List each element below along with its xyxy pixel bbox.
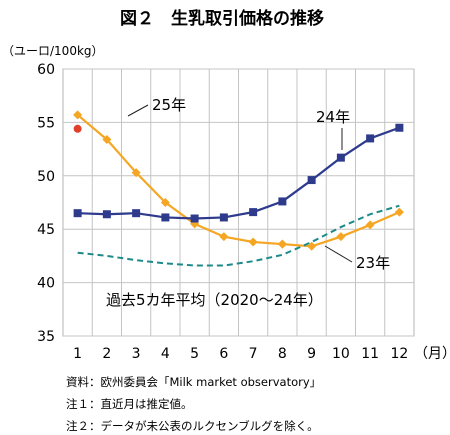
series-2-point — [219, 213, 228, 222]
series-2-point — [307, 176, 316, 185]
x-unit-label: （月） — [414, 346, 450, 362]
series-3-point — [307, 241, 317, 251]
x-tick-label: 9 — [307, 346, 316, 362]
series-0-point — [131, 168, 141, 178]
series-2-point — [366, 134, 375, 143]
annotation-23: 23年 — [356, 254, 390, 272]
annotation-25-leader — [127, 104, 149, 117]
series-2-point — [395, 123, 404, 132]
series-0-point — [102, 134, 112, 144]
series-2-point — [73, 209, 82, 218]
series-2-point — [161, 213, 170, 222]
y-tick-label: 35 — [37, 329, 55, 345]
series-3-point — [277, 239, 287, 249]
series-3-point — [365, 220, 375, 230]
series-2-point — [102, 210, 111, 219]
y-unit-label: （ユーロ/100kg） — [2, 44, 104, 58]
y-tick-label: 55 — [37, 115, 55, 131]
series-lines — [76, 114, 400, 267]
series-3-point — [394, 207, 404, 217]
grid-lines — [62, 68, 415, 337]
note-source: 資料：欧州委員会「Milk market observatory」 — [66, 375, 321, 389]
x-tick-label: 4 — [161, 346, 170, 362]
x-tick-label: 3 — [132, 346, 141, 362]
series-2-point — [249, 208, 258, 217]
annotation-25: 25年 — [152, 96, 186, 114]
series-2-point — [278, 197, 287, 206]
series-0-point — [73, 110, 83, 120]
x-tick-label: 2 — [102, 346, 111, 362]
series-0-point — [160, 198, 170, 207]
x-tick-label: 1 — [73, 346, 82, 362]
series-markers — [73, 110, 404, 251]
note-1: 注１：直近月は推定値。 — [66, 397, 193, 411]
x-tick-label: 12 — [390, 346, 408, 362]
series-3-point — [336, 232, 346, 242]
chart-title: 図２ 生乳取引価格の推移 — [120, 8, 324, 29]
annotation-23-leader — [324, 245, 353, 263]
x-tick-label: 8 — [278, 346, 287, 362]
series-2-point — [132, 209, 141, 218]
series-0-line — [76, 114, 283, 246]
y-tick-label: 45 — [37, 222, 55, 238]
annotation-24: 24年 — [316, 108, 350, 126]
x-tick-label: 10 — [332, 346, 350, 362]
y-axis: 35 40 45 50 55 60 — [37, 62, 55, 345]
series-2-point — [190, 214, 199, 223]
series-0-point — [219, 232, 229, 242]
y-tick-label: 40 — [37, 276, 55, 292]
series-2-point — [336, 153, 345, 162]
x-tick-label: 6 — [219, 346, 228, 362]
note-2: 注２：データが未公表のルクセンブルグを除く。 — [66, 419, 319, 433]
y-tick-label: 50 — [37, 169, 55, 185]
x-tick-label: 7 — [249, 346, 258, 362]
annotation-average: 過去5カ年平均（2020～24年） — [106, 291, 323, 309]
series-2-line — [77, 126, 400, 220]
x-axis: 1 2 3 4 5 6 7 8 9 10 11 12 — [73, 346, 408, 362]
series-0-point — [248, 237, 258, 247]
x-tick-label: 11 — [361, 346, 379, 362]
series-4-line — [77, 204, 400, 267]
series-1-point — [73, 124, 82, 133]
y-tick-label: 60 — [37, 62, 55, 78]
x-tick-label: 5 — [190, 346, 199, 362]
